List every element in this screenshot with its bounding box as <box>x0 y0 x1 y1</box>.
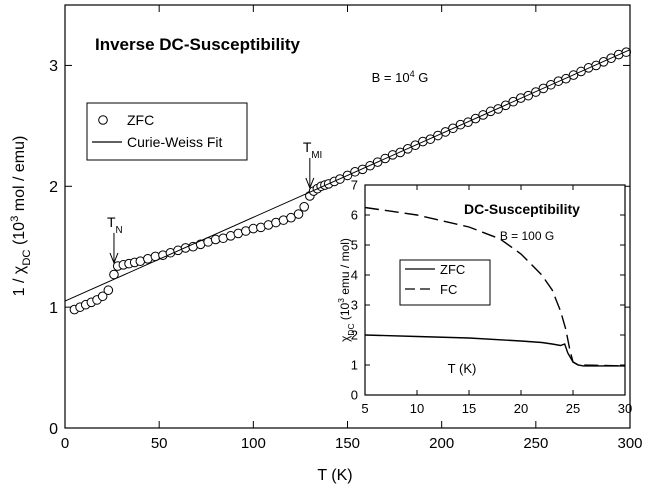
x-tick-label: 5 <box>361 401 368 416</box>
annotation: TMI <box>303 139 322 161</box>
chart-title: Inverse DC-Susceptibility <box>95 35 301 54</box>
y-tick-label: 2 <box>351 328 358 343</box>
data-point <box>97 291 108 302</box>
x-tick-label: 15 <box>462 401 476 416</box>
legend-label: ZFC <box>127 112 154 128</box>
text-part: 4 <box>410 69 415 79</box>
legend-label: FC <box>440 282 457 297</box>
legend-box <box>86 102 248 161</box>
text-part: 1 / χ <box>11 265 28 296</box>
text-part: mol / emu) <box>11 136 28 216</box>
x-tick-label: 25 <box>566 401 580 416</box>
arrow-head <box>305 177 315 190</box>
text-part: 3 <box>336 298 346 303</box>
text-part: T <box>107 214 116 230</box>
text-part: χ <box>338 335 352 342</box>
y-tick-label: 7 <box>351 178 358 193</box>
chart-subtitle: B = 100 G <box>500 229 554 243</box>
y-axis-label: 1 / χDC (103 mol / emu) <box>9 136 33 297</box>
text-part: G <box>415 70 429 85</box>
data-point <box>286 212 296 223</box>
x-tick-label: 50 <box>151 435 168 452</box>
legend-label: ZFC <box>440 262 465 277</box>
x-tick-label: 10 <box>410 401 424 416</box>
data-point <box>493 104 503 114</box>
data-point <box>293 209 304 219</box>
legend-label: Curie-Weiss Fit <box>127 134 223 150</box>
x-tick-label: 300 <box>617 435 642 452</box>
x-tick-label: 100 <box>241 435 266 452</box>
y-tick-label: 5 <box>351 238 358 253</box>
x-tick-label: 200 <box>429 435 454 452</box>
x-tick-label: 20 <box>514 401 528 416</box>
annotation: TN <box>107 214 123 236</box>
text-part: MI <box>311 149 322 160</box>
text-part: N <box>116 224 123 235</box>
text-part: (10 <box>338 302 352 323</box>
text-part: B = 100 G <box>500 229 554 243</box>
y-tick-label: 2 <box>49 179 58 196</box>
data-point <box>103 285 114 296</box>
plot-frame <box>64 4 631 429</box>
chart-subtitle: B = 104 G <box>372 69 429 85</box>
data-point <box>299 202 309 212</box>
y-tick-label: 0 <box>351 388 358 403</box>
plot-frame <box>364 184 626 396</box>
data-point <box>425 134 436 144</box>
text-part: T <box>303 139 312 155</box>
text-part: DC <box>21 250 33 266</box>
chart-title: DC-Susceptibility <box>464 201 580 217</box>
x-tick-label: 150 <box>335 435 360 452</box>
text-part: 3 <box>9 216 21 222</box>
data-point <box>591 60 601 71</box>
text-part: emu / mol) <box>338 238 352 298</box>
arrow-head <box>109 252 119 265</box>
legend-box <box>399 259 491 306</box>
text-part: (10 <box>11 222 28 250</box>
x-axis-label: T (K) <box>317 467 352 484</box>
data-line <box>64 49 631 302</box>
y-tick-label: 3 <box>49 58 58 75</box>
y-tick-label: 3 <box>351 298 358 313</box>
x-axis-label: T (K) <box>448 361 477 376</box>
y-axis-label: χDC (103 emu / mol) <box>336 238 356 342</box>
x-tick-label: 30 <box>618 401 632 416</box>
text-part: T (K) <box>317 467 352 484</box>
data-point <box>621 47 632 57</box>
x-tick-label: 0 <box>61 435 69 452</box>
y-tick-label: 1 <box>351 358 358 373</box>
y-tick-label: 1 <box>49 300 58 317</box>
x-tick-label: 250 <box>523 435 548 452</box>
text-part: T (K) <box>448 361 477 376</box>
text-part: DC <box>346 323 356 335</box>
y-tick-label: 4 <box>351 268 358 283</box>
y-tick-label: 6 <box>351 208 358 223</box>
text-part: B = 10 <box>372 70 410 85</box>
y-tick-label: 0 <box>49 421 58 438</box>
data-line <box>364 206 626 367</box>
legend-marker <box>98 115 108 125</box>
